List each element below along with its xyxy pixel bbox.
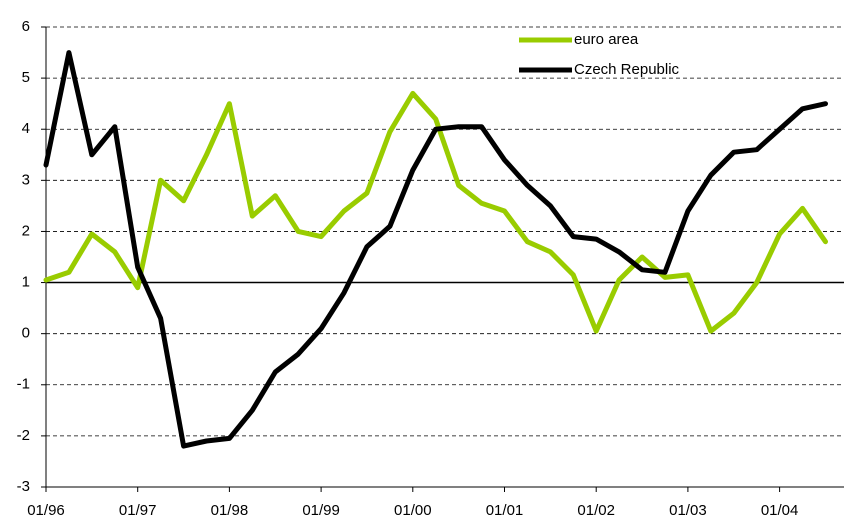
y-tick-label: 2 [22, 222, 30, 239]
x-tick-label: 01/96 [27, 502, 65, 519]
y-tick-label: 3 [22, 171, 30, 188]
x-tick-label: 01/03 [669, 502, 707, 519]
x-tick-label: 01/02 [577, 502, 615, 519]
x-tick-label: 01/97 [119, 502, 157, 519]
y-tick-label: -1 [17, 376, 30, 393]
y-tick-label: -2 [17, 427, 30, 444]
legend-label: Czech Republic [574, 61, 680, 78]
x-tick-label: 01/99 [302, 502, 340, 519]
x-tick-label: 01/00 [394, 502, 432, 519]
series-line [43, 90, 828, 334]
x-tick-label: 01/01 [486, 502, 524, 519]
legend-label: euro area [574, 31, 639, 48]
y-tick-label: 4 [22, 120, 30, 137]
y-tick-label: 1 [22, 274, 30, 291]
y-tick-label: 5 [22, 69, 30, 86]
x-tick-label: 01/98 [211, 502, 249, 519]
x-tick-label: 01/04 [761, 502, 799, 519]
y-tick-label: 0 [22, 325, 30, 342]
series-line [43, 50, 828, 449]
y-tick-label: 6 [22, 18, 30, 35]
y-tick-label: -3 [17, 478, 30, 495]
